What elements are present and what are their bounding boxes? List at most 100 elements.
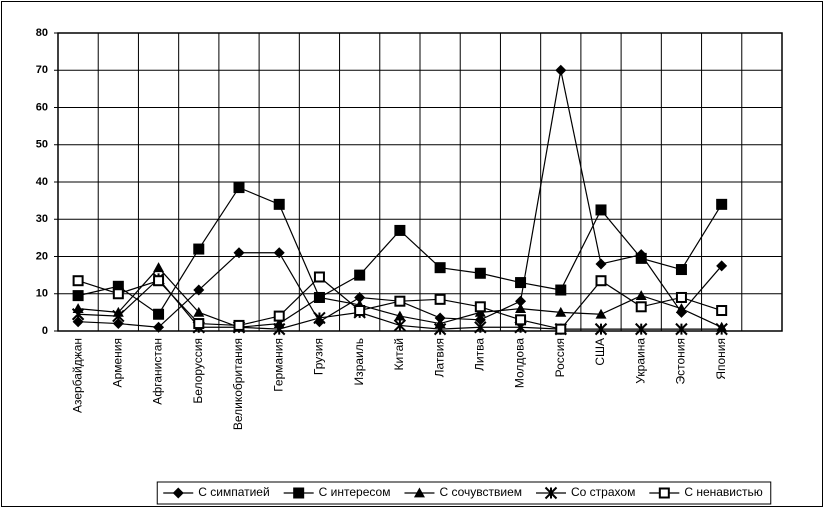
x-tick-label: Украина xyxy=(633,338,647,384)
marker xyxy=(313,291,325,302)
marker xyxy=(193,284,205,296)
marker xyxy=(658,487,670,499)
marker xyxy=(72,290,84,302)
marker xyxy=(153,321,165,333)
legend-item: С сочувствием xyxy=(404,485,522,499)
marker xyxy=(555,64,567,76)
marker xyxy=(72,316,84,328)
y-tick-label: 30 xyxy=(36,213,48,225)
marker xyxy=(273,247,285,259)
plot xyxy=(71,64,728,336)
marker xyxy=(716,305,728,317)
marker xyxy=(293,487,305,499)
x-tick-label: Китай xyxy=(392,338,406,370)
marker xyxy=(273,198,285,210)
legend-label: С сочувствием xyxy=(439,485,522,499)
x-tick-label: Азербайджан xyxy=(70,338,84,413)
marker xyxy=(394,224,406,236)
marker xyxy=(233,319,245,331)
marker xyxy=(233,247,245,259)
marker xyxy=(273,310,285,322)
marker xyxy=(555,284,567,296)
marker xyxy=(354,269,366,281)
marker xyxy=(635,301,647,313)
marker xyxy=(172,487,184,499)
x-tick-label: Великобритания xyxy=(231,338,245,430)
marker xyxy=(635,252,647,264)
x-tick-label: Молдова xyxy=(513,338,527,388)
y-tick-label: 20 xyxy=(36,250,48,262)
y-tick-label: 70 xyxy=(36,64,48,76)
marker xyxy=(474,267,486,279)
marker xyxy=(555,306,567,317)
x-tick-label: Литва xyxy=(473,338,487,371)
marker xyxy=(675,303,687,314)
marker xyxy=(515,314,527,326)
marker xyxy=(474,301,486,313)
marker xyxy=(474,321,487,334)
marker xyxy=(434,293,446,305)
x-tick-label: Грузия xyxy=(312,338,326,375)
x-tick-label: Белоруссия xyxy=(191,338,205,404)
x-tick-label: Германия xyxy=(271,338,285,392)
marker xyxy=(716,260,728,272)
marker xyxy=(474,314,486,326)
marker xyxy=(555,323,567,335)
marker xyxy=(153,275,165,287)
legend-box xyxy=(156,481,772,505)
legend-label: Со страхом xyxy=(571,485,635,499)
marker xyxy=(434,312,446,324)
marker xyxy=(193,243,205,255)
marker xyxy=(193,306,205,317)
marker xyxy=(675,291,687,303)
x-tick-label: Эстония xyxy=(674,338,688,385)
marker xyxy=(313,311,326,325)
marker xyxy=(413,487,425,498)
marker xyxy=(675,264,687,276)
marker xyxy=(112,309,125,323)
marker xyxy=(595,275,607,287)
legend-label: С интересом xyxy=(319,485,391,499)
legend-label: С симпатией xyxy=(198,485,269,499)
y-tick-label: 60 xyxy=(36,101,48,113)
marker xyxy=(72,275,84,287)
x-tick-label: Армения xyxy=(111,338,125,387)
marker xyxy=(595,204,607,216)
legend: С симпатией С интересом С сочувствием Со ст… xyxy=(156,481,772,505)
y-tick-label: 40 xyxy=(36,176,48,188)
marker xyxy=(354,291,366,303)
marker xyxy=(595,308,607,319)
marker xyxy=(434,262,446,274)
marker xyxy=(153,308,165,320)
marker xyxy=(393,319,407,332)
legend-item: С интересом xyxy=(283,485,391,499)
x-tick-label: США xyxy=(593,338,607,366)
marker xyxy=(716,198,728,210)
marker xyxy=(635,322,648,336)
y-tick-label: 80 xyxy=(36,27,48,39)
marker xyxy=(112,288,124,300)
x-tick-label: Латвия xyxy=(432,338,446,377)
marker xyxy=(544,486,558,500)
marker xyxy=(153,262,165,273)
legend-item: Со страхом xyxy=(536,485,635,500)
marker xyxy=(112,280,124,292)
legend-item: С ненавистью xyxy=(649,485,763,499)
marker xyxy=(595,258,607,270)
marker xyxy=(433,322,447,336)
marker xyxy=(594,322,608,336)
marker xyxy=(313,271,325,283)
marker xyxy=(515,277,527,289)
marker xyxy=(273,322,286,336)
legend-label: С ненавистью xyxy=(684,485,762,499)
marker xyxy=(635,290,647,301)
x-tick-label: Россия xyxy=(553,338,567,377)
legend-item: С симпатией xyxy=(163,485,270,499)
marker xyxy=(515,295,527,307)
x-tick-label: Афганистан xyxy=(151,338,165,405)
marker xyxy=(394,295,406,307)
marker xyxy=(71,308,85,321)
marker xyxy=(112,318,124,330)
marker xyxy=(193,318,205,330)
